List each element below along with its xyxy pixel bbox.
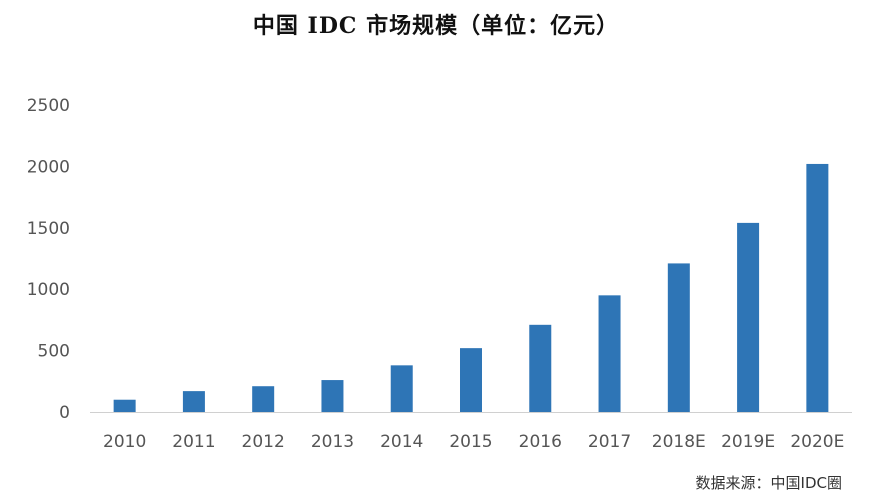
x-tick-label: 2013: [311, 432, 354, 452]
bar-2012: [252, 386, 275, 412]
bar-2017: [598, 295, 621, 412]
bar-2019E: [737, 222, 760, 412]
y-tick-label: 1500: [27, 219, 70, 239]
y-tick-label: 2000: [27, 157, 70, 177]
y-tick-label: 2500: [27, 96, 70, 116]
y-tick-label: 1000: [27, 280, 70, 300]
chart-title: 中国 IDC 市场规模（单位：亿元）: [252, 13, 620, 39]
x-tick-label: 2020E: [790, 432, 844, 452]
x-tick-label: 2011: [172, 432, 215, 452]
bar-2010: [113, 399, 136, 412]
x-axis-ticks: 2010 2011 2012 2013 2014 2015 2016 2017 2018E 201…: [103, 432, 844, 452]
x-tick-label: 2012: [242, 432, 285, 452]
x-tick-label: 2014: [380, 432, 423, 452]
bar-2011: [182, 391, 205, 412]
x-tick-label: 2019E: [721, 432, 775, 452]
x-tick-label: 2017: [588, 432, 631, 452]
y-axis-ticks: 0 500 1000 1500 2000 2500: [27, 96, 70, 423]
x-tick-label: 2015: [449, 432, 492, 452]
x-tick-label: 2016: [519, 432, 562, 452]
bar-2018E: [667, 263, 690, 412]
bar-2014: [390, 365, 413, 412]
y-tick-label: 0: [59, 403, 70, 423]
source-note: 数据来源：中国IDC圈: [695, 474, 842, 492]
x-tick-label: 2010: [103, 432, 146, 452]
bar-2020E: [806, 163, 829, 412]
bar-2016: [529, 324, 552, 412]
bar-2015: [460, 348, 482, 412]
y-tick-label: 500: [38, 342, 70, 362]
bars: [113, 163, 829, 412]
bar-2013: [321, 380, 344, 412]
x-tick-label: 2018E: [652, 432, 706, 452]
